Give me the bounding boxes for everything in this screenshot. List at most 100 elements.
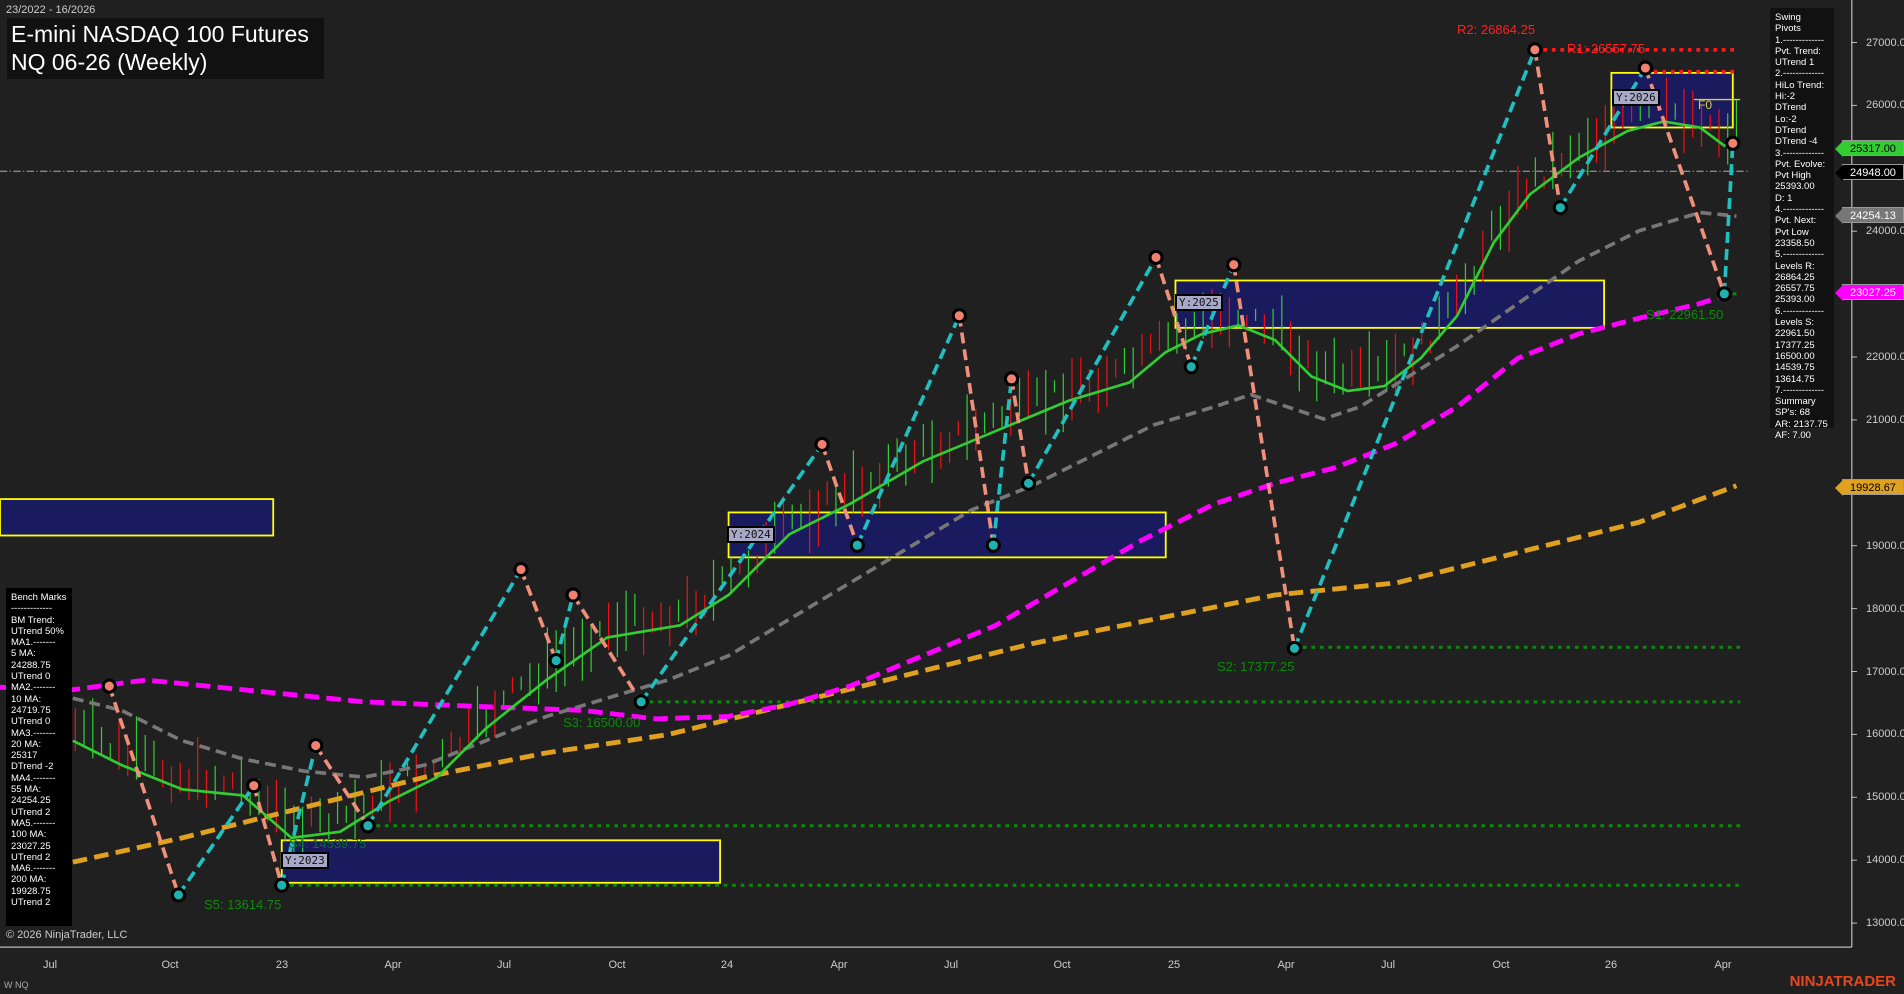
swing-high-marker xyxy=(246,778,262,794)
ma55-line xyxy=(72,210,1737,779)
time-tick-label: Jul xyxy=(1380,959,1396,971)
panel-line: 16500.00 xyxy=(1775,350,1815,362)
panel-line: AR: 2137.75 xyxy=(1775,418,1828,430)
time-tick-label: Oct xyxy=(1492,959,1510,971)
panel-line: Lo:-2 DTrend xyxy=(1775,113,1807,136)
s3-label: S3: 16500.00 xyxy=(563,715,641,730)
price-tick-label: 15000.00 xyxy=(1866,791,1904,804)
price-tick-label: 24000.00 xyxy=(1866,225,1904,238)
price-tick-label: 27000.00 xyxy=(1866,36,1904,49)
swing-high-marker xyxy=(513,561,529,578)
panel-line: Levels S: xyxy=(1775,317,1815,329)
swing-up-line xyxy=(366,568,523,827)
time-tick-label: 23 xyxy=(275,959,289,971)
panel-line: UTrend 1 xyxy=(1775,57,1815,69)
panel-line: UTrend 2 xyxy=(11,897,51,909)
time-tick-label: Apr xyxy=(1714,959,1732,971)
time-tick-label: Apr xyxy=(1277,959,1295,971)
swing-down-line xyxy=(820,443,860,546)
panel-line: MA1.------- xyxy=(11,637,56,649)
instrument-title: E-mini NASDAQ 100 Futures xyxy=(11,21,309,47)
panel-line: 26864.25 xyxy=(1775,271,1815,283)
swing-high-marker xyxy=(565,587,581,603)
chart-title-box: E-mini NASDAQ 100 Futures NQ 06-26 (Week… xyxy=(7,18,324,79)
panel-line: 1.------------- xyxy=(1775,34,1825,46)
date-range: 23/2022 - 16/2026 xyxy=(6,4,96,16)
swing-up-line xyxy=(1026,256,1158,485)
panel-line: 20 MA: xyxy=(11,738,42,750)
swing-high-marker xyxy=(1725,135,1741,151)
panel-line: 2.------------- xyxy=(1775,68,1825,80)
swing-down-line xyxy=(252,785,284,886)
panel-line: 55 MA: xyxy=(11,784,42,796)
swing-up-line xyxy=(177,784,256,896)
price-tick-label: 19000.00 xyxy=(1866,539,1904,552)
panel-line: Pvt. Next: xyxy=(1775,215,1817,227)
panel-line: 26557.75 xyxy=(1775,283,1815,295)
swing-low-marker xyxy=(170,887,187,903)
time-tick-label: 25 xyxy=(1167,959,1181,971)
swing-high-marker xyxy=(1148,249,1164,266)
panel-line: 24254.25 xyxy=(11,795,51,807)
panel-line: 19928.75 xyxy=(11,885,51,897)
panel-line: 5.------------- xyxy=(1775,249,1825,261)
time-tick-label: Oct xyxy=(608,959,626,971)
swing-up-line xyxy=(991,378,1014,546)
panel-line: 200 MA: xyxy=(11,874,47,886)
ma20-line xyxy=(72,120,1738,840)
panel-line: UTrend 2 xyxy=(11,851,51,863)
swing-high-marker xyxy=(1003,371,1020,387)
panel-line: 24719.75 xyxy=(11,704,51,716)
panel-line: 25393.00 xyxy=(1775,294,1815,306)
panel-line: DTrend -2 xyxy=(11,761,54,773)
panel-line: MA2.------- xyxy=(11,682,56,694)
panel-line: Pvt High xyxy=(1775,170,1811,182)
panel-line: 14539.75 xyxy=(1775,362,1815,374)
panel-line: 5 MA: xyxy=(11,648,36,660)
panel-line: Swing Pivots xyxy=(1775,12,1801,35)
panel-line: 100 MA: xyxy=(11,829,47,841)
panel-line: 4.------------- xyxy=(1775,204,1825,216)
time-tick-label: Oct xyxy=(161,959,179,971)
time-tick-label: Jul xyxy=(943,959,959,971)
r2-label: R2: 26864.25 xyxy=(1457,22,1536,37)
time-tick-label: 24 xyxy=(720,959,734,971)
swing-low-marker xyxy=(1716,286,1732,302)
swing-low-marker xyxy=(849,537,865,553)
swing-down-line xyxy=(1231,264,1297,649)
panel-line: UTrend 0 xyxy=(11,671,51,683)
contract-subtitle: NQ 06-26 (Weekly) xyxy=(11,49,208,75)
price-tick-label: 21000.00 xyxy=(1866,413,1904,426)
price-marker: 24948.00 xyxy=(1835,163,1904,181)
s2-label: S2: 17377.25 xyxy=(1217,659,1295,674)
bench-marks-panel: Bench Marks ------------- BM Trend: UTrend … xyxy=(6,588,72,926)
swing-down-line xyxy=(107,685,181,896)
s1-label: S1: 22961.50 xyxy=(1646,307,1724,322)
panel-line: Pvt. Trend: xyxy=(1775,45,1821,57)
time-tick-label: Jul xyxy=(42,959,58,971)
price-marker: 19928.67 xyxy=(1835,479,1904,497)
panel-line: 6.------------- xyxy=(1775,305,1825,317)
swing-pivots-panel: Swing Pivots 1.------------- Pvt. Trend: UT… xyxy=(1770,8,1834,441)
price-tick-label: 18000.00 xyxy=(1866,602,1904,615)
price-tick-label: 14000.00 xyxy=(1866,854,1904,867)
panel-line: 7.------------- xyxy=(1775,384,1825,396)
panel-line: MA6.------- xyxy=(11,863,56,875)
swing-low-marker xyxy=(1552,200,1568,216)
swing-up-line xyxy=(1722,143,1735,294)
swing-low-marker xyxy=(633,694,649,710)
swing-down-line xyxy=(957,315,996,546)
f0-label: F0 xyxy=(1698,98,1713,112)
swing-low-marker xyxy=(1183,359,1199,375)
swing-low-marker xyxy=(1020,475,1037,491)
panel-line: MA5.------- xyxy=(11,817,56,829)
panel-line: SP's: 68 xyxy=(1775,407,1811,419)
time-tick-label: Jul xyxy=(496,959,512,971)
swing-down-line xyxy=(1009,378,1031,484)
swing-up-line xyxy=(554,594,575,662)
panel-line: 17377.25 xyxy=(1775,339,1815,351)
swing-down-line xyxy=(1154,256,1193,368)
price-marker: 25317.00 xyxy=(1835,140,1904,158)
swing-up-line xyxy=(1292,49,1537,650)
